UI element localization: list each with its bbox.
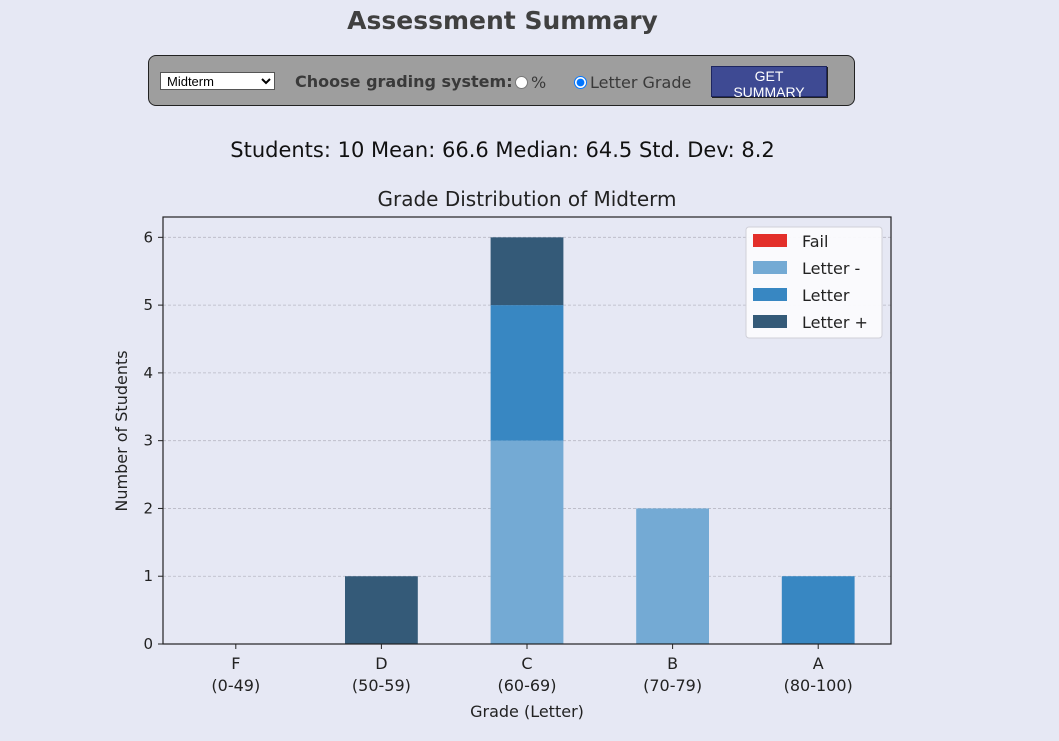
bar-segment bbox=[781, 576, 855, 644]
chart-title: Grade Distribution of Midterm bbox=[377, 187, 676, 211]
bar-segment bbox=[636, 508, 709, 644]
y-tick-label: 6 bbox=[143, 228, 153, 246]
summary-statistics: Students: 10 Mean: 66.6 Median: 64.5 Std… bbox=[230, 138, 775, 162]
x-tick-label-letter: F bbox=[231, 654, 240, 673]
y-tick-label: 1 bbox=[143, 567, 153, 585]
legend-label: Letter + bbox=[802, 313, 868, 332]
legend-swatch bbox=[753, 234, 787, 247]
chart-legend: Fail Letter - Letter Letter + bbox=[745, 226, 883, 339]
percent-radio-label: % bbox=[531, 73, 547, 92]
legend-box bbox=[745, 226, 883, 339]
x-tick-label-range: (60-69) bbox=[498, 676, 557, 695]
legend-label: Letter - bbox=[802, 259, 860, 278]
assessment-select[interactable]: Midterm bbox=[160, 72, 275, 90]
get-summary-button[interactable]: GET SUMMARY bbox=[711, 66, 827, 100]
letter-grade-radio[interactable] bbox=[574, 76, 587, 89]
y-axis-label: Number of Students bbox=[112, 350, 131, 511]
x-tick-label-letter: C bbox=[521, 654, 532, 673]
x-tick-label-letter: D bbox=[375, 654, 387, 673]
legend-swatch bbox=[753, 288, 787, 301]
letter-grade-radio-label: Letter Grade bbox=[590, 73, 692, 92]
y-tick-label: 5 bbox=[143, 296, 153, 314]
bar-segment bbox=[490, 237, 564, 306]
x-tick-label-range: (70-79) bbox=[643, 676, 702, 695]
legend-swatch bbox=[753, 261, 787, 274]
x-tick-label-letter: B bbox=[667, 654, 678, 673]
grading-system-label: Choose grading system: bbox=[295, 72, 513, 91]
controls-panel: Midterm Choose grading system: % Letter … bbox=[148, 55, 855, 106]
x-tick-label-letter: A bbox=[813, 654, 824, 673]
x-tick-label-range: (0-49) bbox=[211, 676, 260, 695]
y-tick-label: 0 bbox=[143, 635, 153, 653]
percent-radio-option[interactable]: % bbox=[515, 73, 546, 92]
page-title: Assessment Summary bbox=[347, 6, 658, 35]
legend-label: Fail bbox=[802, 232, 828, 251]
y-tick-label: 4 bbox=[143, 364, 153, 382]
y-tick-label: 3 bbox=[143, 432, 153, 450]
x-tick-label-range: (80-100) bbox=[784, 676, 853, 695]
bar-segment bbox=[490, 440, 564, 644]
bar-segment bbox=[345, 576, 418, 644]
legend-label: Letter bbox=[802, 286, 850, 305]
x-tick-label-range: (50-59) bbox=[352, 676, 411, 695]
bar-segment bbox=[490, 305, 564, 441]
percent-radio[interactable] bbox=[515, 76, 528, 89]
legend-swatch bbox=[753, 315, 787, 328]
y-tick-label: 2 bbox=[143, 499, 153, 517]
x-axis-label: Grade (Letter) bbox=[470, 702, 584, 721]
letter-radio-option[interactable]: Letter Grade bbox=[574, 73, 691, 92]
